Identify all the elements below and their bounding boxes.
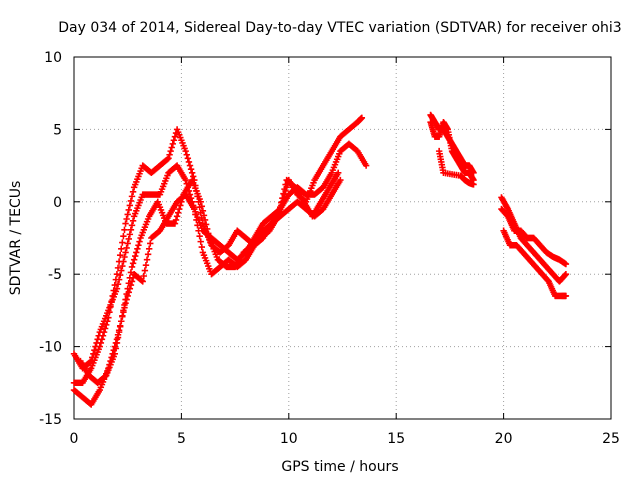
data-point (196, 233, 202, 239)
data-point (169, 144, 175, 150)
data-point (143, 262, 149, 268)
data-point (116, 258, 122, 264)
data-point (145, 251, 151, 257)
data-point (98, 340, 104, 346)
data-point (123, 245, 129, 251)
data-point (174, 213, 180, 219)
data-point (184, 152, 190, 158)
data-point (187, 162, 193, 168)
data-point (130, 218, 136, 224)
data-point (175, 209, 181, 215)
data-point (122, 220, 128, 226)
data-point (118, 246, 124, 252)
series-track-e (427, 112, 476, 176)
data-point (127, 202, 133, 208)
data-point (126, 207, 132, 213)
data-point (125, 211, 131, 217)
y-tick-label: 0 (53, 195, 62, 211)
data-point (100, 333, 106, 339)
data-point (118, 318, 124, 324)
data-point (199, 244, 205, 250)
data-point (128, 198, 134, 204)
data-point (130, 260, 136, 266)
data-point (185, 155, 191, 161)
sdtvar-chart: Day 034 of 2014, Sidereal Day-to-day VTE… (0, 0, 640, 480)
data-point (119, 313, 125, 319)
x-tick-label: 0 (70, 431, 79, 447)
data-point (131, 257, 137, 263)
data-point (167, 148, 173, 154)
data-point (189, 170, 195, 176)
y-tick-label: -10 (39, 340, 62, 356)
data-point (128, 227, 134, 233)
x-tick-label: 10 (280, 431, 298, 447)
y-tick-label: -15 (39, 412, 62, 428)
data-point (144, 257, 150, 263)
data-point (134, 246, 140, 252)
data-point (130, 189, 136, 195)
x-tick-label: 20 (495, 431, 513, 447)
data-point (119, 239, 125, 245)
data-point (129, 193, 135, 199)
data-point (129, 222, 135, 228)
data-point (170, 141, 176, 147)
data-point (147, 240, 153, 246)
x-tick-label: 15 (387, 431, 405, 447)
data-point (171, 137, 177, 143)
data-point (188, 166, 194, 172)
data-point (117, 323, 123, 329)
data-points (71, 112, 569, 408)
y-tick-label: 5 (53, 122, 62, 138)
data-point (132, 253, 138, 259)
data-point (121, 227, 127, 233)
data-point (136, 238, 142, 244)
data-point (129, 264, 135, 270)
x-tick-label: 5 (177, 431, 186, 447)
series-track-d (77, 170, 341, 386)
data-point (117, 272, 123, 278)
series-track-c (71, 177, 344, 408)
y-axis-label: SDTVAR / TECUs (8, 181, 24, 296)
data-point (133, 249, 139, 255)
y-tick-label: -5 (48, 267, 62, 283)
data-point (123, 216, 129, 222)
data-point (125, 240, 131, 246)
data-point (127, 231, 133, 237)
data-point (186, 159, 192, 165)
y-tick-label: 10 (44, 50, 62, 66)
data-point (146, 246, 152, 252)
data-point (142, 267, 148, 273)
data-point (135, 242, 141, 248)
x-tick-label: 25 (602, 431, 620, 447)
data-point (99, 336, 105, 342)
data-point (198, 238, 204, 244)
chart-title: Day 034 of 2014, Sidereal Day-to-day VTE… (58, 20, 621, 36)
x-axis-label: GPS time / hours (281, 459, 398, 475)
